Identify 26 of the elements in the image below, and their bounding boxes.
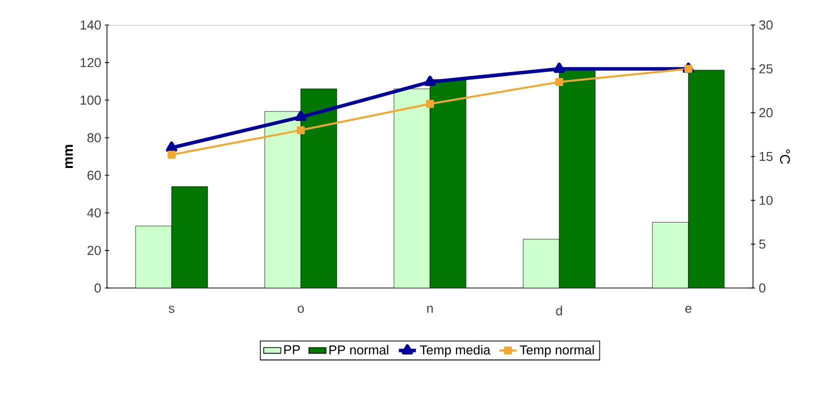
y-tick-label: 100 [80,96,101,105]
y2-tick-label: 5 [759,240,766,249]
x-tick-label: d [556,306,562,316]
x-tick-label: e [685,306,692,313]
y-tick-label: 80 [87,133,101,142]
y-tick-label: 60 [88,170,101,180]
legend-label: PP [284,345,300,354]
legend-label: PP normal [329,344,388,355]
x-tick-label: s [168,306,174,313]
y2-tick-label: 20 [759,108,773,118]
legend-label: Temp normal [520,344,594,358]
y-axis-title: mm [65,144,73,168]
y-tick-label: 40 [87,208,101,218]
y2-axis-title: °C [780,149,790,164]
y2-tick-label: 25 [759,64,773,74]
y-tick-label: 0 [94,283,101,293]
legend-label: Temp media [420,344,490,358]
x-tick-label: o [298,306,304,313]
y2-tick-label: 15 [760,152,773,162]
y2-tick-label: 30 [759,20,773,30]
y-tick-label: 20 [88,246,101,256]
x-tick-label: n [427,306,433,313]
y2-tick-label: 10 [760,196,773,205]
y-tick-label: 120 [80,58,101,68]
y2-tick-label: 0 [759,283,766,293]
y-tick-label: 140 [80,20,101,30]
